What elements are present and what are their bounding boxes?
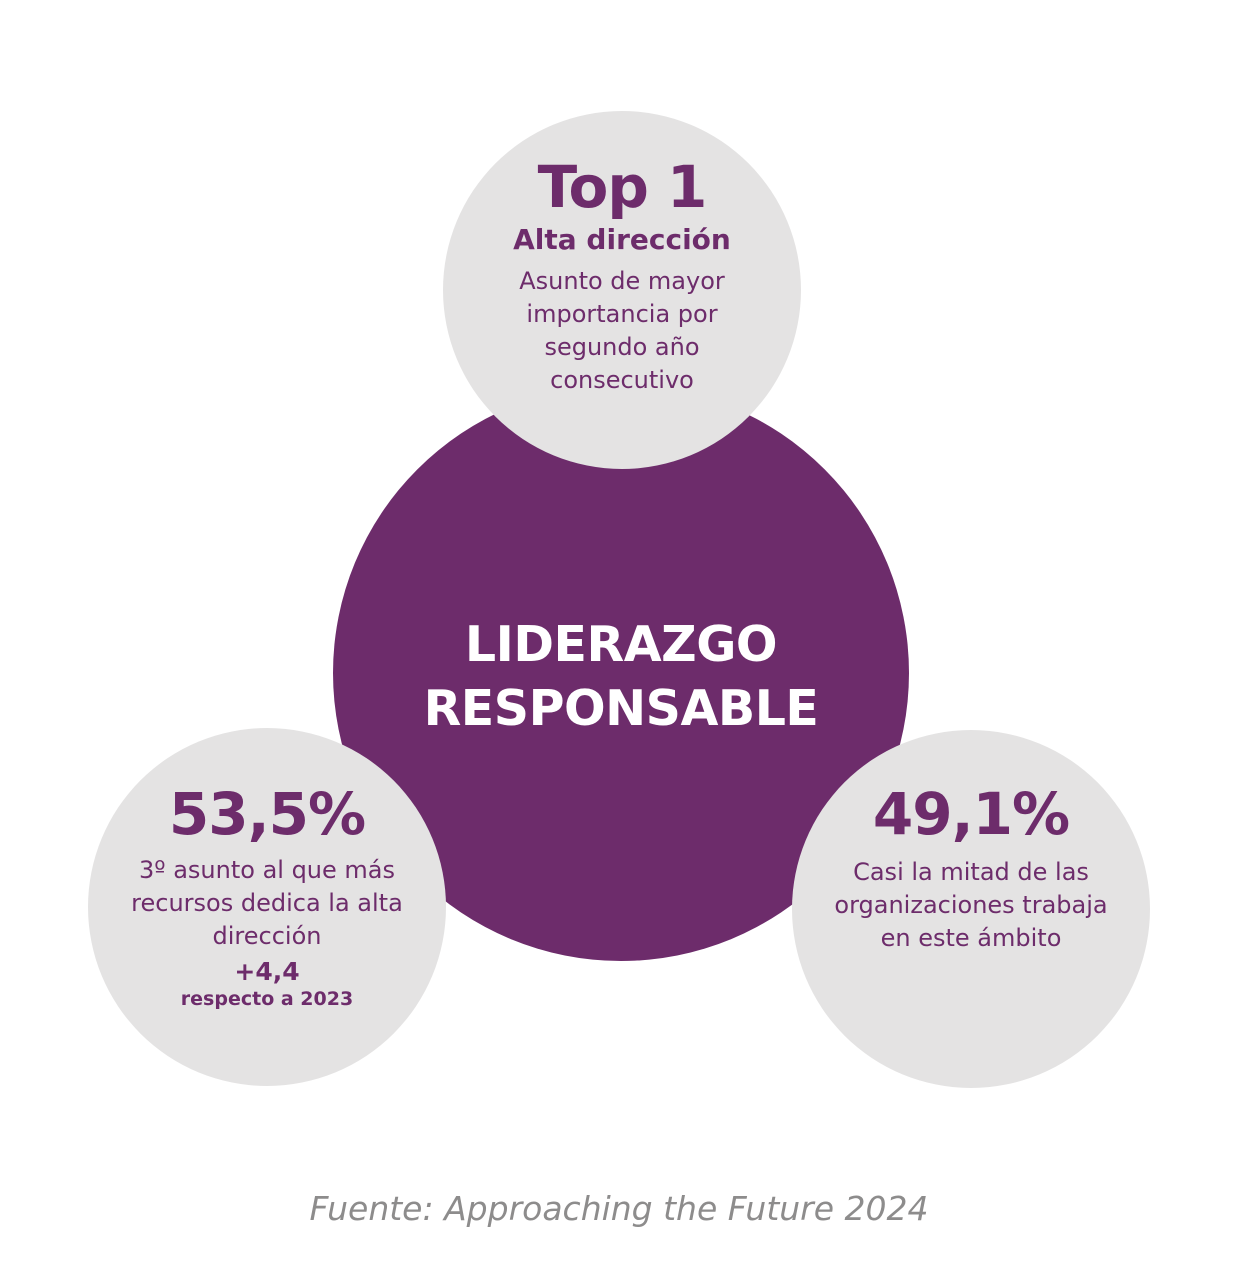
top-subtitle: Alta dirección [513,223,731,256]
right-circle: 49,1% Casi la mitad de las organizacione… [792,730,1150,1088]
top-description: Asunto de mayor importancia por segundo … [519,267,725,394]
left-delta: +4,4 [234,957,300,986]
center-title-line-2: RESPONSABLE [423,680,819,737]
source-caption: Fuente: Approaching the Future 2024 [309,1189,929,1228]
center-title-line-1: LIDERAZGO [464,616,778,673]
right-headline: 49,1% [872,780,1070,848]
left-headline: 53,5% [168,780,366,848]
right-description: Casi la mitad de las organizaciones trab… [834,858,1108,952]
left-circle: 53,5% 3º asunto al que más recursos dedi… [88,728,446,1086]
top-headline: Top 1 [537,153,708,221]
top-circle: Top 1 Alta dirección Asunto de mayor imp… [443,111,801,469]
left-description: 3º asunto al que más recursos dedica la … [131,856,403,950]
left-delta-note: respecto a 2023 [180,988,354,1010]
